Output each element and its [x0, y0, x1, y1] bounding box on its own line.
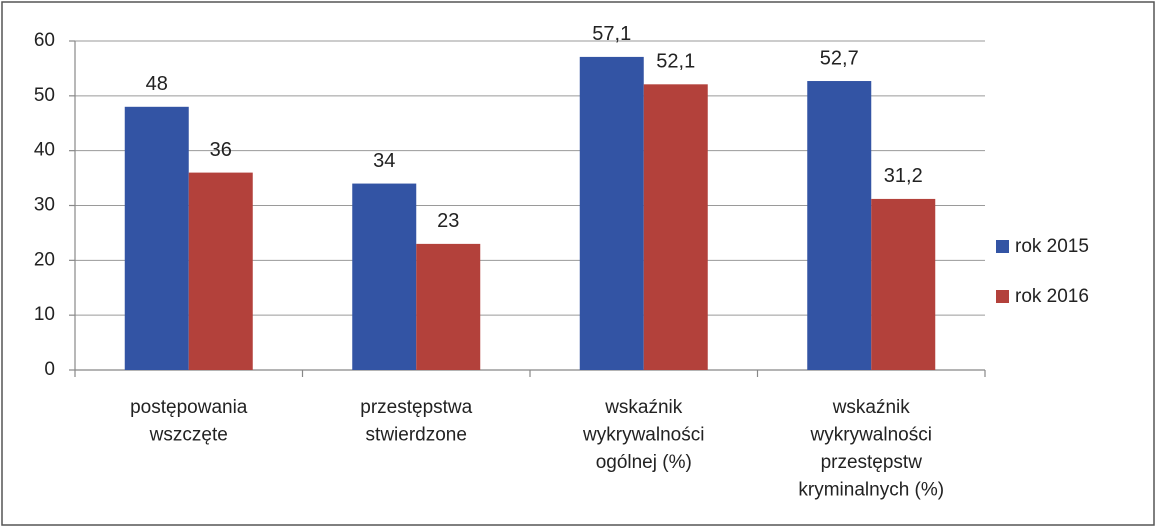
x-tick-label: przestępstwa stwierdzone [360, 397, 472, 446]
y-tick-label: 60 [34, 30, 55, 51]
bar [871, 198, 936, 370]
bar [416, 243, 481, 370]
legend-label: rok 2016 [1015, 286, 1089, 307]
data-label: 31,2 [884, 165, 923, 187]
legend-swatch [996, 240, 1009, 253]
bar [579, 56, 644, 370]
y-tick-label: 40 [34, 140, 55, 161]
bar [188, 172, 253, 370]
x-tick-label: postępowania wszczęte [130, 397, 248, 446]
y-tick-label: 20 [34, 249, 55, 270]
y-tick-label: 30 [34, 195, 55, 216]
data-label: 36 [210, 139, 232, 161]
data-label: 52,1 [656, 51, 695, 73]
legend-label: rok 2015 [1015, 236, 1089, 257]
bar [807, 81, 872, 371]
bar [124, 106, 189, 371]
y-tick-label: 0 [44, 359, 55, 380]
y-tick-label: 50 [34, 85, 55, 106]
data-label: 48 [146, 73, 168, 95]
x-tick-label: wskaźnik wykrywalności ogólnej (%) [582, 397, 704, 473]
y-tick-label: 10 [34, 304, 55, 325]
data-label: 57,1 [592, 23, 631, 45]
data-label: 34 [373, 150, 395, 172]
bar [352, 183, 417, 370]
data-label: 52,7 [820, 47, 859, 69]
data-label: 23 [437, 210, 459, 232]
bar [643, 84, 708, 371]
x-tick-label: wskaźnik wykrywalności przestępstw kryminal… [798, 397, 944, 501]
legend-swatch [996, 290, 1009, 303]
